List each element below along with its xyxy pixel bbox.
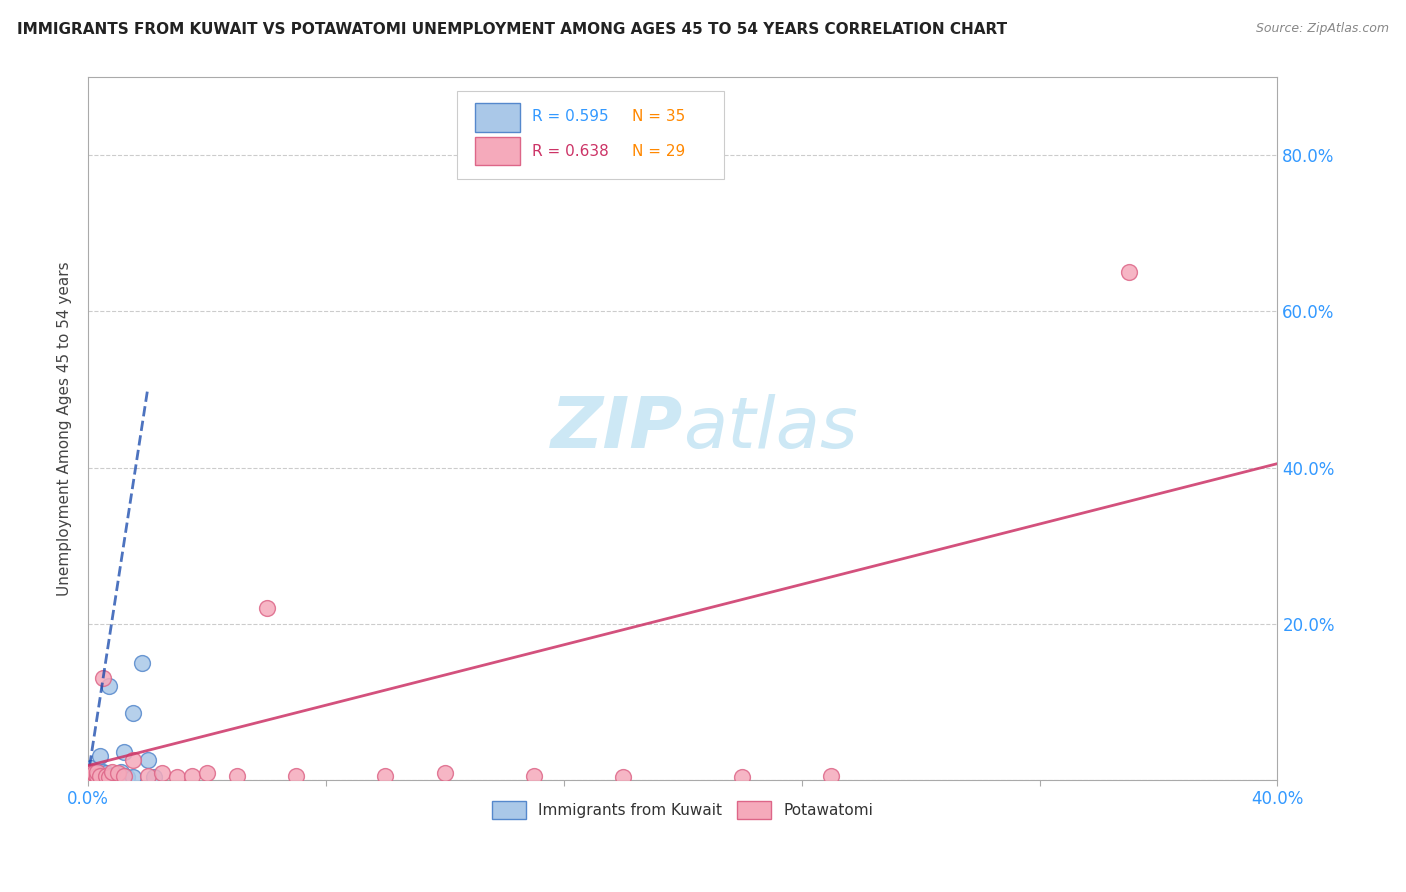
Point: [121, 706, 143, 721]
Point: [820, 769, 842, 783]
Point: [86, 766, 108, 780]
Point: [731, 770, 754, 784]
Point: [83, 764, 105, 779]
Point: [181, 769, 204, 783]
Point: [94, 769, 117, 783]
Point: [107, 770, 129, 784]
Point: [86, 769, 108, 783]
Point: [256, 601, 278, 615]
Point: [112, 745, 135, 759]
Text: R = 0.595: R = 0.595: [531, 109, 609, 124]
Point: [115, 770, 138, 784]
Point: [166, 770, 188, 784]
FancyBboxPatch shape: [457, 92, 724, 179]
Point: [79, 770, 101, 784]
Text: N = 29: N = 29: [631, 144, 685, 159]
Legend: Immigrants from Kuwait, Potawatomi: Immigrants from Kuwait, Potawatomi: [486, 795, 879, 824]
Point: [374, 769, 396, 783]
Y-axis label: Unemployment Among Ages 45 to 54 years: Unemployment Among Ages 45 to 54 years: [58, 261, 72, 596]
Point: [80, 761, 103, 775]
FancyBboxPatch shape: [475, 103, 520, 131]
Point: [285, 769, 308, 783]
Point: [91, 769, 114, 783]
Point: [112, 769, 135, 783]
Point: [142, 770, 165, 784]
Text: R = 0.638: R = 0.638: [531, 144, 609, 159]
Point: [89, 769, 111, 783]
FancyBboxPatch shape: [475, 137, 520, 165]
Point: [86, 764, 108, 779]
Point: [79, 770, 101, 784]
Text: Source: ZipAtlas.com: Source: ZipAtlas.com: [1256, 22, 1389, 36]
Point: [97, 769, 120, 783]
Point: [86, 770, 108, 784]
Point: [86, 769, 108, 783]
Point: [225, 769, 247, 783]
Point: [195, 766, 218, 780]
Point: [94, 770, 117, 784]
Point: [83, 766, 105, 780]
Point: [101, 764, 124, 779]
Point: [83, 770, 105, 784]
Point: [523, 769, 546, 783]
Point: [101, 770, 124, 784]
Point: [80, 764, 103, 779]
Point: [101, 769, 124, 783]
Point: [91, 671, 114, 685]
Point: [94, 766, 117, 780]
Text: atlas: atlas: [683, 394, 858, 463]
Point: [89, 770, 111, 784]
Point: [1118, 265, 1140, 279]
Point: [80, 769, 103, 783]
Point: [131, 656, 153, 670]
Text: ZIP: ZIP: [551, 394, 683, 463]
Point: [110, 764, 132, 779]
Point: [97, 770, 120, 784]
Point: [136, 769, 159, 783]
Point: [121, 753, 143, 767]
Point: [89, 768, 111, 782]
Point: [91, 770, 114, 784]
Point: [80, 769, 103, 783]
Point: [82, 766, 104, 780]
Point: [97, 679, 120, 693]
Text: IMMIGRANTS FROM KUWAIT VS POTAWATOMI UNEMPLOYMENT AMONG AGES 45 TO 54 YEARS CORR: IMMIGRANTS FROM KUWAIT VS POTAWATOMI UNE…: [17, 22, 1007, 37]
Point: [91, 764, 114, 779]
Point: [612, 770, 634, 784]
Point: [107, 769, 129, 783]
Point: [89, 749, 111, 764]
Point: [104, 769, 127, 783]
Point: [433, 766, 456, 780]
Point: [83, 769, 105, 783]
Point: [86, 770, 108, 784]
Point: [121, 770, 143, 784]
Point: [112, 769, 135, 783]
Point: [136, 753, 159, 767]
Text: N = 35: N = 35: [631, 109, 685, 124]
Point: [107, 766, 129, 780]
Point: [152, 766, 174, 780]
